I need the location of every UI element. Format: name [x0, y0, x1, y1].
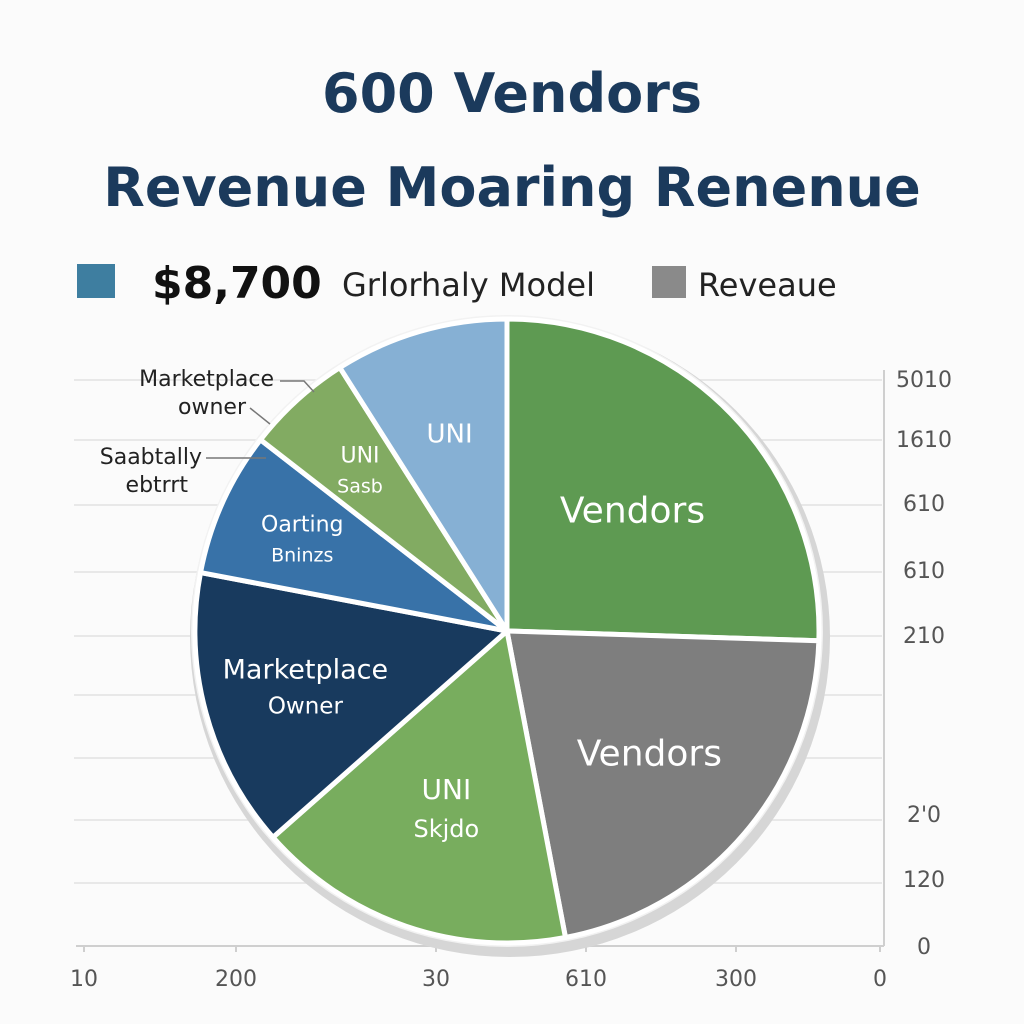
chart-title-line-1: 600 Vendors — [322, 62, 702, 125]
callout-marketplace-owner: Marketplace owner — [139, 367, 315, 425]
legend-label-model: Grlorhaly Model — [342, 266, 595, 304]
pie-slice — [504, 316, 822, 644]
pie-slice — [270, 628, 568, 946]
y-tick-label: 120 — [903, 868, 945, 893]
slice-label: Vendors — [577, 734, 722, 775]
y-tick-label: 210 — [903, 624, 945, 649]
callout-line: ebtrrt — [126, 473, 189, 498]
x-tick-label: 10 — [70, 967, 98, 992]
callout-line: Saabtally — [100, 445, 202, 470]
callout-leader — [249, 407, 271, 425]
y-tick-label: 1610 — [896, 428, 952, 453]
callout-saabtally: Saabtally ebtrrt — [100, 445, 266, 498]
slice-label: Vendors — [560, 490, 705, 531]
y-tick-label: 0 — [917, 935, 931, 960]
y-tick-label: 610 — [903, 492, 945, 517]
legend: $8,700 Grlorhaly Model Reveaue — [77, 258, 837, 309]
callout-line: owner — [178, 395, 247, 420]
y-tick-label: 2'0 — [907, 803, 941, 828]
x-tick-label: 200 — [215, 967, 257, 992]
chart-title-line-2: Revenue Moaring Renenue — [103, 156, 920, 219]
x-tick-label: 300 — [715, 967, 757, 992]
legend-swatch-gray — [652, 266, 686, 298]
slice-label: Bninzs — [271, 544, 333, 566]
slice-label: UNI — [340, 443, 379, 468]
pie-slice — [504, 628, 822, 940]
callout-line: Marketplace — [139, 367, 274, 392]
slice-labels: Vendors Vendors UNI Skjdo Marketplace Owner Oa… — [223, 420, 722, 844]
legend-label-revenue: Reveaue — [698, 266, 837, 304]
legend-swatch-blue — [77, 264, 115, 298]
pie-slice — [337, 316, 510, 634]
callout-leader — [280, 380, 315, 393]
slice-label: Owner — [268, 693, 344, 719]
pie-slice — [198, 437, 510, 634]
x-tick-label: 0 — [873, 967, 887, 992]
pie-slice — [192, 570, 510, 840]
x-tick-label: 610 — [565, 967, 607, 992]
pie-slices — [192, 316, 822, 946]
slice-label: Oarting — [261, 512, 344, 537]
slice-label: Marketplace — [223, 654, 388, 685]
axes: 10 200 30 610 300 0 5010 1610 610 610 210 2'0 120 0 — [70, 368, 952, 992]
slice-label: UNI — [426, 420, 472, 450]
y-tick-label: 5010 — [896, 368, 952, 393]
slice-label: Sasb — [337, 475, 383, 497]
legend-value: $8,700 — [152, 258, 322, 309]
y-tick-label: 610 — [903, 559, 945, 584]
x-tick-label: 30 — [422, 967, 450, 992]
slice-label: UNI — [422, 773, 472, 806]
slice-label: Skjdo — [414, 815, 480, 843]
